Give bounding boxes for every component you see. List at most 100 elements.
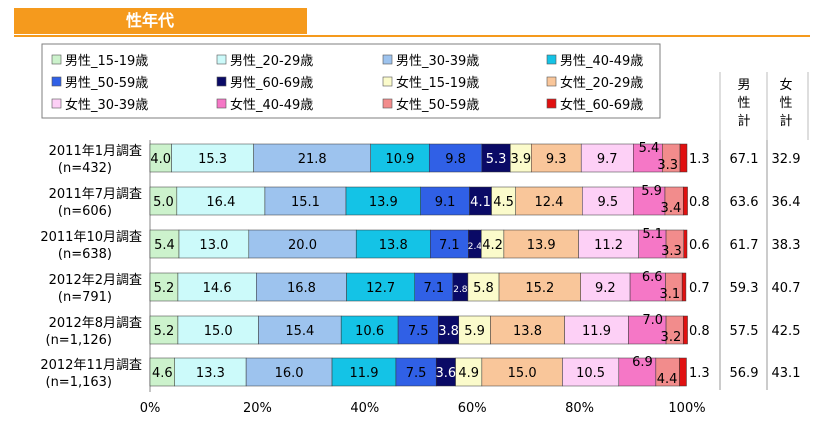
bar-segment [580,143,634,173]
data-label: 0.8 [689,324,710,339]
data-label: 11.9 [350,366,379,381]
legend-swatch [216,54,227,65]
legend-label: 女性_15-19歳 [396,75,479,91]
data-label: 1.3 [689,152,710,167]
bar-segment [564,315,629,345]
legend-swatch [382,98,393,109]
total-female-value: 36.4 [772,195,801,210]
data-label: 3.9 [510,152,531,167]
bar-segment [618,357,657,387]
data-label: 16.4 [206,195,235,210]
data-label: 7.1 [439,238,460,253]
bar-segment [458,315,491,345]
legend-label: 男性_15-19歳 [65,54,148,69]
legend-swatch [216,76,227,87]
data-label: 5.2 [154,281,175,296]
legend-swatch [51,54,62,65]
section-title: 性年代 [14,8,307,34]
total-male-value: 63.6 [730,195,759,210]
total-male-value: 57.5 [730,324,759,339]
bar-segment [430,229,469,259]
bar-segment [331,357,397,387]
data-label: 9.2 [595,281,616,296]
category-label: (n=791) [58,290,112,305]
data-label: 15.3 [198,152,227,167]
category-label: (n=638) [58,247,112,262]
data-label: 3.4 [661,201,682,216]
total-male-value: 67.1 [730,152,759,167]
bar-segment [248,229,357,259]
legend-label: 男性_30-39歳 [396,54,479,69]
x-tick-label: 0% [140,401,161,416]
data-label: 9.3 [546,152,567,167]
bar-segment [633,143,663,173]
legend-swatch [382,54,393,65]
bar-segment [683,229,688,259]
data-label: 5.8 [473,281,494,296]
bar-segment [481,357,563,387]
data-label: 15.0 [508,366,537,381]
bar-segment [515,186,583,216]
legend-swatch [382,76,393,87]
bar-segment [395,357,437,387]
data-label: 15.0 [204,324,233,339]
data-label: 16.8 [287,281,316,296]
bar-segment [345,186,421,216]
data-label: 0.8 [689,195,710,210]
data-label: 7.5 [408,324,429,339]
totals-header: 性 [779,96,792,111]
legend-swatch [546,54,557,65]
x-tick-label: 40% [350,401,379,416]
data-label: 9.1 [435,195,456,210]
bar-segment [491,186,516,216]
data-label: 13.3 [196,366,225,381]
data-label: 2.4 [468,242,483,252]
bar-segment [346,272,415,302]
legend-swatch [51,76,62,87]
category-label: (n=432) [58,161,112,176]
category-label: 2011年1月調査 [49,144,142,159]
total-male-value: 61.7 [730,238,759,253]
data-label: 12.7 [366,281,395,296]
data-label: 21.8 [298,152,327,167]
bar-segment [467,272,500,302]
data-label: 13.9 [527,238,556,253]
bar-segment [420,186,470,216]
bar-segment [174,357,247,387]
category-label: (n=1,163) [46,375,113,390]
bar-segment [177,315,259,345]
bar-segment [149,186,178,216]
data-label: 9.5 [597,195,618,210]
data-label: 5.9 [641,184,662,199]
bar-segment [628,315,667,345]
data-label: 4.4 [657,372,678,387]
data-label: 4.5 [493,195,514,210]
legend-label: 女性_50-59歳 [396,97,479,113]
data-label: 5.9 [464,324,485,339]
data-label: 11.2 [594,238,623,253]
bar-segment [455,357,483,387]
data-label: 7.1 [423,281,444,296]
legend-swatch [546,98,557,109]
data-label: 14.6 [203,281,232,296]
data-label: 1.3 [689,366,710,381]
bar-segment [582,186,634,216]
category-label: 2011年7月調査 [49,187,142,202]
data-label: 4.6 [152,366,173,381]
bar-segment [176,186,266,216]
bar-segment [679,357,687,387]
data-label: 9.8 [445,152,466,167]
total-female-value: 40.7 [772,281,801,296]
data-label: 9.7 [597,152,618,167]
bar-segment [633,186,666,216]
data-label: 4.2 [482,238,503,253]
data-label: 5.1 [642,227,663,242]
category-label: 2012年11月調査 [40,358,142,373]
bar-segment [490,315,565,345]
data-label: 5.2 [154,324,175,339]
category-label: 2012年2月調査 [49,273,142,288]
legend-label: 女性_30-39歳 [65,97,148,113]
total-female-value: 43.1 [772,366,801,381]
x-tick-label: 100% [668,401,705,416]
